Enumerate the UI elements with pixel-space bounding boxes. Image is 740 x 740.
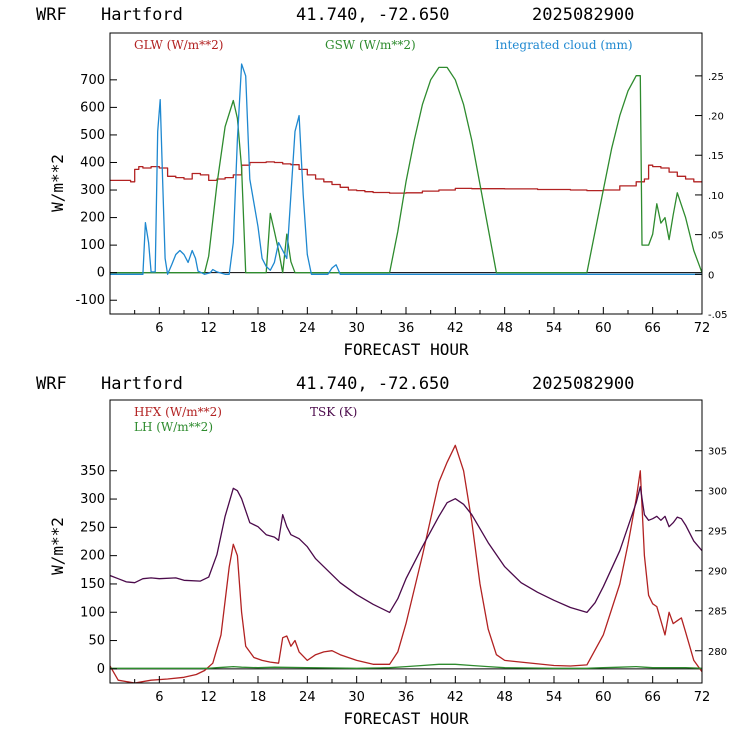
bottom-xtick-label: 42 [447,690,464,705]
bottom-header-date: 2025082900 [532,374,634,394]
top-yaxis-label: W/m**2 [48,154,67,212]
bottom-legend-tsk: TSK (K) [310,405,357,419]
bottom-ytick-label: 200 [80,549,105,564]
bottom-y2tick-label: 295 [708,527,727,538]
top-xtick-label: 18 [250,321,267,336]
bottom-series-line-2 [110,663,702,669]
bottom-xtick-label: 60 [595,690,612,705]
bottom-plot-frame [109,399,703,684]
top-xaxis-label: FORECAST HOUR [343,340,469,359]
top-xtick-label: 60 [595,321,612,336]
bottom-y2tick-label: 285 [708,607,727,618]
bottom-axes-group: 6 12 18 24 30 36 42 48 54 60 66 72 0 50 100 150 200 250 30… [80,399,727,705]
top-ytick-label: -100 [75,293,105,308]
bottom-ytick-label: 250 [80,520,105,535]
top-ytick-label: 700 [80,73,105,88]
top-legend-gsw: GSW (W/m**2) [325,38,416,52]
bottom-xaxis-label: FORECAST HOUR [343,709,469,728]
bottom-series-line-1 [110,444,702,683]
top-legend-cloud: Integrated cloud (mm) [495,38,633,52]
top-xtick-label: 12 [200,321,217,336]
top-series-line-3 [110,63,702,275]
bottom-xtick-label: 18 [250,690,267,705]
top-panel: WRF Hartford 41.740, -72.650 2025082900 … [36,5,728,359]
top-header-coords: 41.740, -72.650 [296,5,450,25]
top-header-model: WRF [36,5,67,25]
bottom-xtick-label: 12 [200,690,217,705]
top-ytick-label: 500 [80,128,105,143]
bottom-legend-hfx: HFX (W/m**2) [134,405,222,419]
bottom-xtick-label: 66 [644,690,661,705]
bottom-xtick-label: 24 [299,690,316,705]
bottom-ytick-label: 100 [80,605,105,620]
top-y2tick-label: -.05 [708,310,728,321]
bottom-ytick-label: 350 [80,464,105,479]
bottom-series-group [110,444,702,683]
bottom-ytick-label: 300 [80,492,105,507]
top-ytick-label: 100 [80,238,105,253]
top-series-line-1 [110,161,702,194]
top-y2tick-label: .15 [708,151,724,162]
bottom-y2tick-label: 305 [708,447,727,458]
bottom-xtick-label: 72 [694,690,711,705]
bottom-header-coords: 41.740, -72.650 [296,374,450,394]
top-y2tick-label: 0 [708,270,714,281]
top-series-line-2 [110,66,702,274]
bottom-xtick-label: 36 [398,690,415,705]
bottom-xtick-label: 48 [496,690,513,705]
top-xtick-label: 36 [398,321,415,336]
bottom-y2tick-label: 300 [708,487,727,498]
top-xtick-label: 30 [348,321,365,336]
top-ytick-label: 0 [97,266,105,281]
top-xtick-label: 6 [155,321,163,336]
bottom-panel: WRF Hartford 41.740, -72.650 2025082900 … [36,374,727,728]
top-y2tick-label: .10 [708,191,724,202]
bottom-xtick-label: 30 [348,690,365,705]
bottom-ytick-label: 50 [88,634,105,649]
bottom-xtick-label: 6 [155,690,163,705]
top-axes-group: 6 12 18 24 30 36 42 48 54 60 66 72 -100 0 100 200 300 400… [75,32,728,336]
bottom-ytick-label: 150 [80,577,105,592]
bottom-header-model: WRF [36,374,67,394]
top-xtick-label: 48 [496,321,513,336]
bottom-y2tick-label: 290 [708,567,727,578]
top-header-date: 2025082900 [532,5,634,25]
top-header-location: Hartford [101,5,183,25]
top-y2tick-label: .25 [708,72,724,83]
top-y2tick-label: .20 [708,112,724,123]
top-xtick-label: 72 [694,321,711,336]
top-ytick-label: 300 [80,183,105,198]
top-ytick-label: 200 [80,211,105,226]
bottom-ytick-label: 0 [97,662,105,677]
top-y2tick-label: .05 [708,231,724,242]
bottom-legend-lh: LH (W/m**2) [134,420,213,434]
top-ytick-label: 400 [80,155,105,170]
bottom-series-line-3 [110,486,702,614]
bottom-y2tick-label: 280 [708,647,727,658]
bottom-header-location: Hartford [101,374,183,394]
top-xtick-label: 54 [546,321,563,336]
top-series-group [110,63,702,275]
top-ytick-label: 600 [80,100,105,115]
top-xtick-label: 24 [299,321,316,336]
top-xtick-label: 42 [447,321,464,336]
bottom-xtick-label: 54 [546,690,563,705]
top-legend-glw: GLW (W/m**2) [134,38,223,52]
top-xtick-label: 66 [644,321,661,336]
bottom-yaxis-label: W/m**2 [48,517,67,575]
